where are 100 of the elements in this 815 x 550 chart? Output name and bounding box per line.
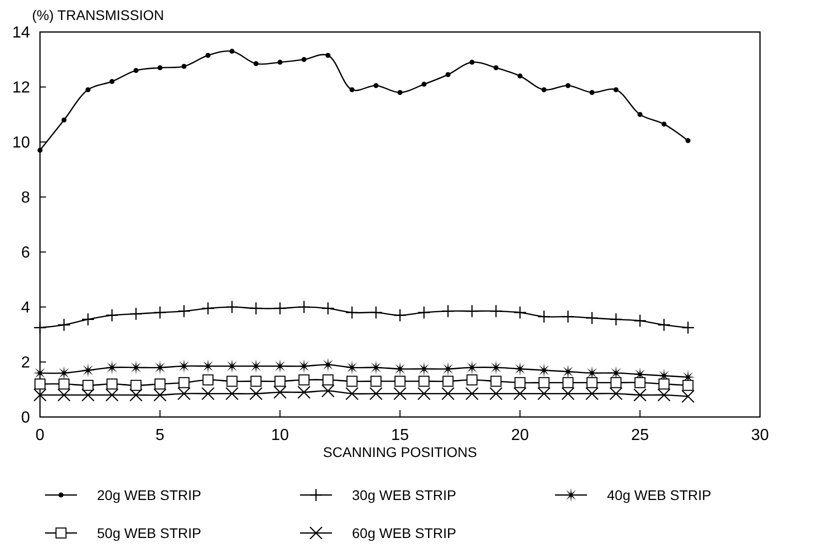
point	[278, 60, 282, 65]
point	[345, 360, 359, 374]
point	[86, 87, 90, 92]
point	[297, 386, 311, 399]
y-tick-label: 6	[21, 244, 30, 262]
point	[418, 376, 430, 387]
point	[370, 376, 382, 387]
y-axis-title: (%) TRANSMISSION	[32, 7, 164, 23]
point	[465, 387, 479, 400]
point	[514, 377, 526, 388]
point	[153, 388, 167, 402]
point	[369, 360, 383, 374]
x-tick-label: 30	[751, 427, 769, 444]
legend-label: 40g WEB STRIP	[607, 486, 712, 503]
y-tick-label: 14	[12, 24, 30, 42]
point	[393, 387, 407, 400]
point	[585, 387, 599, 400]
point	[422, 82, 426, 87]
point	[657, 318, 671, 332]
x-tick-label: 5	[156, 427, 165, 444]
point	[105, 388, 119, 402]
point	[177, 359, 191, 374]
point	[513, 362, 527, 376]
point	[393, 362, 407, 376]
point	[562, 377, 574, 388]
point	[134, 68, 138, 73]
x-tick-label: 20	[511, 427, 529, 444]
point	[346, 376, 358, 387]
point	[58, 378, 70, 390]
point	[254, 61, 258, 66]
point	[153, 306, 167, 320]
y-tick-label: 10	[12, 134, 30, 152]
point	[561, 364, 575, 379]
point	[369, 387, 383, 400]
point	[586, 377, 598, 388]
point	[226, 376, 238, 387]
point	[81, 312, 95, 326]
y-tick-label: 2	[21, 354, 30, 372]
point	[561, 387, 575, 400]
point	[610, 377, 622, 388]
y-tick-label: 12	[12, 80, 30, 97]
point	[202, 374, 214, 386]
legend-label: 30g WEB STRIP	[352, 486, 456, 503]
point	[321, 384, 335, 398]
point	[225, 300, 239, 314]
point	[182, 64, 186, 69]
point	[537, 387, 551, 400]
legend-label: 60g WEB STRIP	[352, 524, 456, 541]
point	[441, 387, 455, 400]
point	[542, 87, 546, 92]
point	[178, 377, 190, 388]
point	[662, 122, 666, 127]
point	[274, 376, 286, 387]
point	[490, 376, 502, 387]
point	[153, 360, 167, 374]
point	[686, 138, 690, 144]
point	[658, 378, 670, 390]
x-tick-label: 25	[631, 427, 649, 444]
point	[57, 388, 71, 402]
point	[417, 362, 431, 376]
point	[249, 387, 263, 400]
point	[154, 378, 166, 390]
point	[321, 358, 335, 372]
point	[441, 362, 455, 376]
point	[322, 374, 334, 386]
point	[585, 311, 599, 325]
point	[561, 310, 575, 324]
point	[273, 386, 287, 399]
point	[446, 72, 450, 78]
point	[298, 374, 310, 386]
point	[177, 387, 191, 400]
point	[633, 314, 647, 328]
point	[465, 360, 479, 374]
point	[326, 52, 330, 58]
point	[130, 380, 142, 391]
point	[494, 65, 498, 70]
point	[442, 376, 454, 387]
point	[470, 60, 474, 65]
legend-label: 20g WEB STRIP	[97, 486, 202, 503]
point	[566, 83, 570, 88]
point	[230, 48, 234, 54]
point	[297, 300, 311, 314]
point	[106, 378, 118, 390]
point	[590, 90, 594, 95]
point	[417, 387, 431, 400]
y-tick-label: 8	[21, 190, 30, 207]
point	[81, 363, 95, 378]
point	[62, 118, 66, 122]
point	[398, 90, 402, 95]
point	[81, 388, 95, 402]
point	[634, 377, 646, 388]
point	[518, 74, 522, 78]
point	[609, 387, 623, 400]
point	[681, 321, 695, 334]
x-tick-label: 15	[391, 427, 409, 444]
point	[682, 380, 694, 391]
point	[466, 374, 478, 386]
point	[201, 387, 215, 400]
legend-label: 50g WEB STRIP	[97, 524, 202, 541]
x-tick-label: 0	[36, 427, 45, 444]
